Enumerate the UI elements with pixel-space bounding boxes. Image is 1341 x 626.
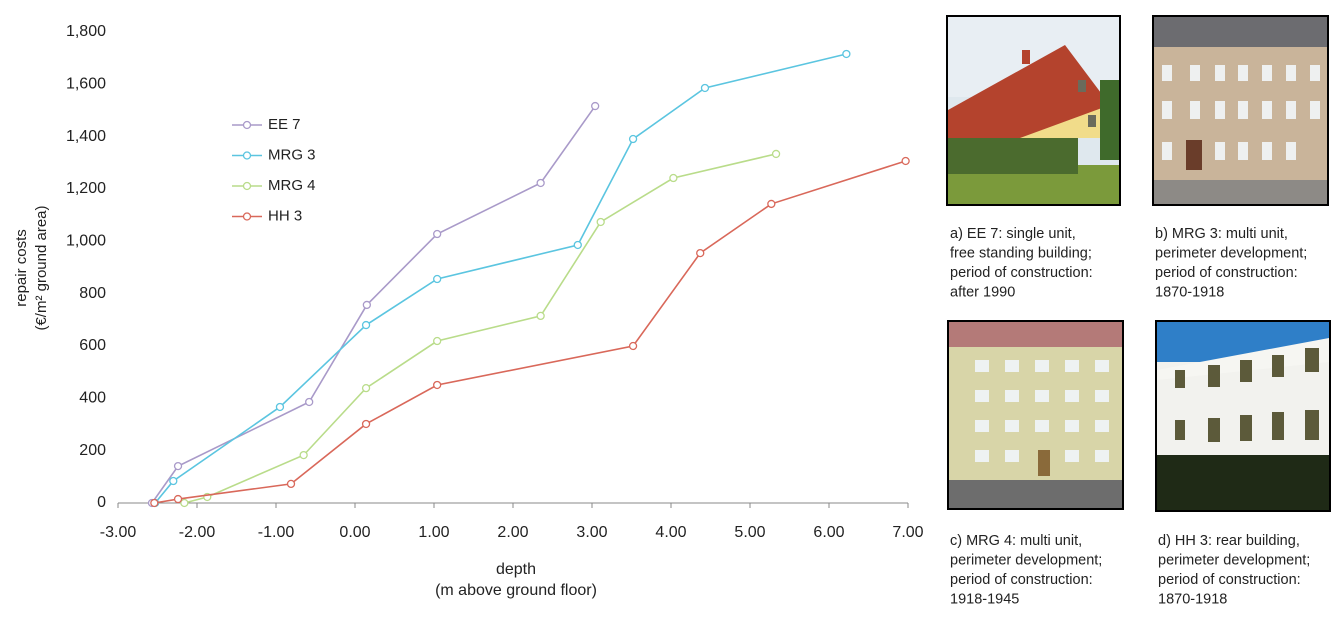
data-point xyxy=(901,156,910,166)
photo-caption: perimeter development; xyxy=(1158,553,1310,569)
photo-caption: free standing building; xyxy=(950,246,1092,262)
data-point xyxy=(173,461,183,471)
data-point xyxy=(591,101,600,111)
legend-label: MRG 4 xyxy=(268,177,316,194)
data-point xyxy=(433,380,442,390)
data-point xyxy=(150,498,159,508)
data-point xyxy=(628,341,638,351)
data-point xyxy=(536,311,545,321)
legend-marker xyxy=(242,181,252,191)
photo-c xyxy=(947,320,1124,510)
data-point xyxy=(628,134,638,144)
data-point xyxy=(275,402,285,412)
legend-marker xyxy=(242,120,252,130)
y-axis-label: repair costs xyxy=(13,229,30,307)
data-point xyxy=(433,229,442,239)
legend-label: EE 7 xyxy=(268,116,301,133)
x-tick-label: 2.00 xyxy=(497,524,528,541)
data-point xyxy=(771,149,781,159)
y-tick-label: 800 xyxy=(79,285,106,302)
x-tick-label: 1.00 xyxy=(418,524,449,541)
photo-caption: a) EE 7: single unit, xyxy=(950,226,1076,242)
data-point xyxy=(286,479,296,489)
photo-caption: after 1990 xyxy=(950,285,1015,301)
x-tick-label: 5.00 xyxy=(734,524,765,541)
y-tick-label: 600 xyxy=(79,337,106,354)
y-tick-label: 1,800 xyxy=(66,23,106,40)
x-tick-label: 0.00 xyxy=(339,524,370,541)
photo-caption: c) MRG 4: multi unit, xyxy=(950,533,1082,549)
data-point xyxy=(305,397,314,407)
y-tick-label: 200 xyxy=(79,442,106,459)
photo-caption: period of construction: xyxy=(1158,572,1301,588)
data-point xyxy=(180,498,189,508)
data-point xyxy=(596,217,605,227)
x-axis-label: depth xyxy=(496,561,536,578)
data-point xyxy=(536,178,545,188)
photo-caption: 1870-1918 xyxy=(1158,592,1227,608)
x-tick-label: -1.00 xyxy=(258,524,295,541)
y-tick-label: 1,200 xyxy=(66,180,106,197)
legend-label: HH 3 xyxy=(268,207,302,224)
photo-a xyxy=(946,15,1121,206)
y-tick-label: 1,600 xyxy=(66,76,106,93)
photo-caption: b) MRG 3: multi unit, xyxy=(1155,226,1288,242)
x-tick-label: 7.00 xyxy=(892,524,923,541)
legend-marker xyxy=(242,151,252,160)
series-line xyxy=(151,105,596,504)
x-tick-label: 3.00 xyxy=(576,524,607,541)
photo-caption: d) HH 3: rear building, xyxy=(1158,533,1300,549)
y-tick-label: 400 xyxy=(79,390,106,407)
data-point xyxy=(573,240,582,250)
x-axis-label: (m above ground floor) xyxy=(435,582,597,599)
data-point xyxy=(361,419,371,429)
y-tick-label: 1,000 xyxy=(66,233,106,250)
photo-d xyxy=(1155,320,1331,512)
data-point xyxy=(669,173,678,183)
data-point xyxy=(173,494,183,504)
photo-caption: 1870-1918 xyxy=(1155,285,1224,301)
photo-caption: period of construction: xyxy=(950,572,1093,588)
data-point xyxy=(169,476,178,486)
photo-b xyxy=(1152,15,1329,206)
data-point xyxy=(299,450,308,460)
data-point xyxy=(433,274,442,284)
photo-caption: period of construction: xyxy=(950,265,1093,281)
data-point xyxy=(362,300,372,310)
x-tick-label: -2.00 xyxy=(179,524,216,541)
legend-marker xyxy=(242,212,252,221)
data-point xyxy=(842,49,851,59)
data-point xyxy=(361,383,371,393)
data-point xyxy=(433,336,442,346)
data-point xyxy=(361,320,371,330)
series-line xyxy=(154,53,847,504)
photo-caption: perimeter development; xyxy=(1155,246,1307,262)
series-line xyxy=(184,153,777,504)
photo-caption: perimeter development; xyxy=(950,553,1102,569)
data-point xyxy=(696,248,705,258)
legend-label: MRG 3 xyxy=(268,146,316,163)
x-tick-label: -3.00 xyxy=(100,524,137,541)
data-point xyxy=(767,199,776,209)
x-tick-label: 4.00 xyxy=(655,524,686,541)
y-axis-label: (€/m² ground area) xyxy=(33,205,50,330)
y-tick-label: 0 xyxy=(97,494,106,511)
data-point xyxy=(700,83,710,93)
photo-caption: period of construction: xyxy=(1155,265,1298,281)
x-tick-label: 6.00 xyxy=(813,524,844,541)
photo-caption: 1918-1945 xyxy=(950,592,1019,608)
y-tick-label: 1,400 xyxy=(66,128,106,145)
